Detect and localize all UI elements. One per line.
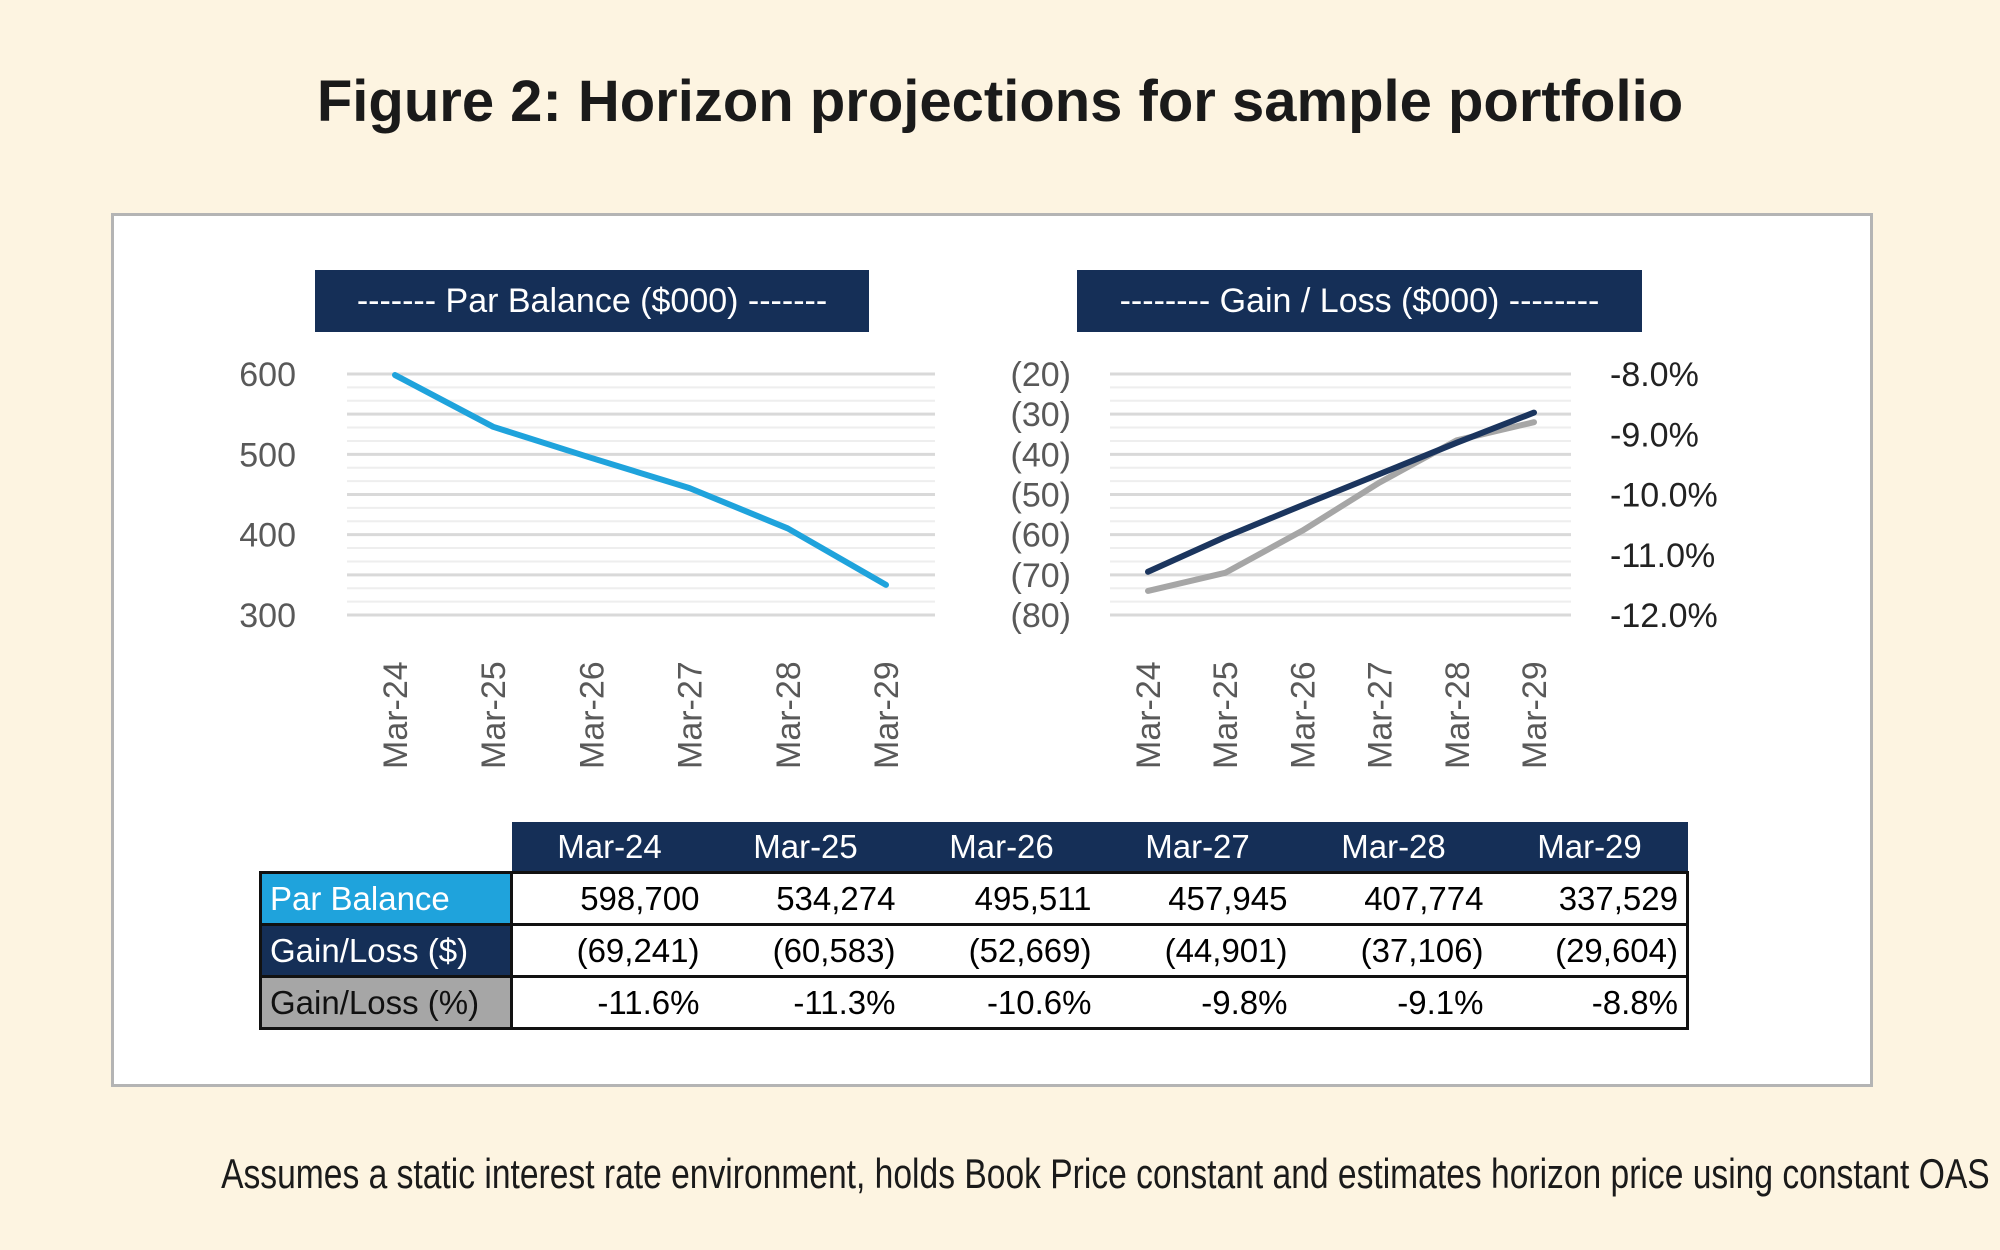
x-tick-label: Mar-28: [1439, 661, 1477, 769]
table-cell: 337,529: [1491, 871, 1689, 926]
x-tick-label: Mar-24: [377, 661, 415, 769]
y-tick-label: 400: [239, 517, 296, 555]
table-cell: -10.6%: [903, 975, 1100, 1030]
y-right-tick-label: -12.0%: [1610, 597, 1718, 635]
table-cell: -8.8%: [1491, 975, 1689, 1030]
row-label: Gain/Loss ($): [259, 923, 513, 978]
y-left-tick-label: (80): [1011, 597, 1071, 635]
gain-loss-chart-title: -------- Gain / Loss ($000) --------: [1077, 270, 1642, 332]
table-cell: (69,241): [511, 923, 708, 978]
footnote: Assumes a static interest rate environme…: [221, 1150, 1990, 1197]
table-cell: (60,583): [707, 923, 904, 978]
x-tick-label: Mar-29: [1516, 661, 1554, 769]
y-left-tick-label: (60): [1011, 517, 1071, 555]
par-balance-line: [392, 372, 889, 588]
table-row: Gain/Loss (%) -11.6% -11.3% -10.6% -9.8% -9.1…: [259, 975, 1689, 1030]
table-cell: -9.1%: [1295, 975, 1492, 1030]
row-label: Gain/Loss (%): [259, 975, 513, 1030]
table-cell: 495,511: [903, 871, 1100, 926]
table-cell: (37,106): [1295, 923, 1492, 978]
y-tick-label: 600: [239, 356, 296, 394]
table-cell: 457,945: [1099, 871, 1296, 926]
table-cell: 407,774: [1295, 871, 1492, 926]
column-header: Mar-27: [1099, 822, 1296, 873]
y-left-tick-label: (30): [1011, 396, 1071, 434]
x-tick-label: Mar-27: [1362, 661, 1400, 769]
table-cell: -9.8%: [1099, 975, 1296, 1030]
table-cell: (44,901): [1099, 923, 1296, 978]
column-header: Mar-25: [707, 822, 904, 873]
x-tick-label: Mar-26: [573, 661, 611, 769]
table-cell: -11.6%: [511, 975, 708, 1030]
x-tick-label: Mar-26: [1284, 661, 1322, 769]
y-left-tick-label: (20): [1011, 356, 1071, 394]
column-header: Mar-24: [511, 822, 708, 873]
table-cell: (29,604): [1491, 923, 1689, 978]
table-header-row: Mar-24 Mar-25 Mar-26 Mar-27 Mar-28 Mar-2…: [261, 822, 1688, 873]
column-header: Mar-28: [1295, 822, 1492, 873]
x-tick-label: Mar-28: [770, 661, 808, 769]
par-balance-chart-title: ------- Par Balance ($000) -------: [315, 270, 869, 332]
x-tick-label: Mar-25: [475, 661, 513, 769]
gain-loss-dollar-line: [1145, 409, 1537, 575]
table-cell: 534,274: [707, 871, 904, 926]
x-tick-label: Mar-29: [868, 661, 906, 769]
y-left-tick-label: (50): [1011, 477, 1071, 515]
table-cell: -11.3%: [707, 975, 904, 1030]
y-left-tick-label: (40): [1011, 436, 1071, 474]
x-tick-label: Mar-25: [1207, 661, 1245, 769]
y-right-tick-label: -8.0%: [1610, 356, 1699, 394]
table-row: Par Balance 598,700 534,274 495,511 457,945 4…: [259, 871, 1689, 926]
y-left-tick-label: (70): [1011, 557, 1071, 595]
y-right-tick-label: -10.0%: [1610, 477, 1718, 515]
column-header: Mar-29: [1491, 822, 1688, 873]
figure-title: Figure 2: Horizon projections for sample…: [316, 69, 1684, 134]
column-header: Mar-26: [903, 822, 1100, 873]
y-right-tick-label: -11.0%: [1610, 537, 1715, 575]
row-label: Par Balance: [259, 871, 513, 926]
gain-loss-pct-line: [1145, 419, 1537, 594]
y-tick-label: 500: [239, 436, 296, 474]
y-right-tick-label: -9.0%: [1610, 416, 1699, 454]
y-tick-label: 300: [239, 597, 296, 635]
table-row: Gain/Loss ($) (69,241) (60,583) (52,669) (44…: [259, 923, 1689, 978]
x-tick-label: Mar-27: [672, 661, 710, 769]
table-cell: 598,700: [511, 871, 708, 926]
table-cell: (52,669): [903, 923, 1100, 978]
x-tick-label: Mar-24: [1130, 661, 1168, 769]
projection-table: Mar-24 Mar-25 Mar-26 Mar-27 Mar-28 Mar-2…: [259, 822, 1689, 1030]
